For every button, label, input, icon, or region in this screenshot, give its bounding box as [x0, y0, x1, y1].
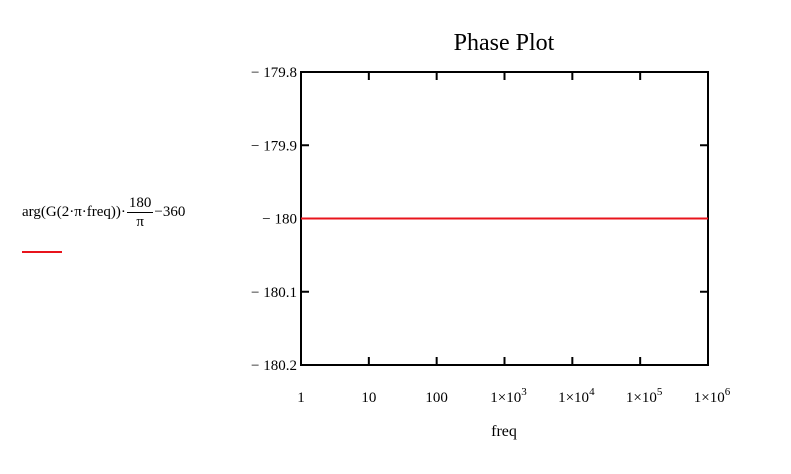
chart-title: Phase Plot	[454, 30, 555, 56]
y-axis-expression: arg(G(2·π·freq))· 180 π −360	[22, 194, 185, 231]
x-tick-label: 1×105	[626, 386, 663, 406]
expr-fraction: 180 π	[126, 194, 154, 231]
x-axis: 1 10 100 1×103 1×104 1×105 1×106	[297, 72, 731, 406]
x-tick-label: 1×104	[558, 386, 595, 406]
y-axis: − 179.8 − 179.9 − 180 − 180.1 − 180.2	[251, 65, 708, 374]
x-tick-label: 1×103	[490, 386, 527, 406]
expr-prefix: arg(G(2·π·freq))·	[22, 204, 126, 220]
legend-line-swatch	[22, 251, 62, 253]
y-tick-label: − 180.2	[251, 358, 297, 374]
x-tick-label: 1	[297, 390, 305, 406]
expr-fraction-numerator: 180	[126, 195, 154, 213]
x-tick-label: 10	[361, 390, 376, 406]
expr-suffix: −360	[154, 204, 186, 220]
expr-fraction-denominator: π	[136, 214, 144, 230]
x-tick-label: 100	[425, 390, 448, 406]
y-tick-label: − 179.9	[251, 138, 297, 154]
y-tick-label: − 179.8	[251, 65, 297, 81]
y-tick-label: − 180.1	[251, 285, 297, 301]
x-axis-label: freq	[491, 423, 517, 440]
x-tick-label: 1×106	[694, 386, 731, 406]
y-tick-label: − 180	[262, 212, 297, 228]
